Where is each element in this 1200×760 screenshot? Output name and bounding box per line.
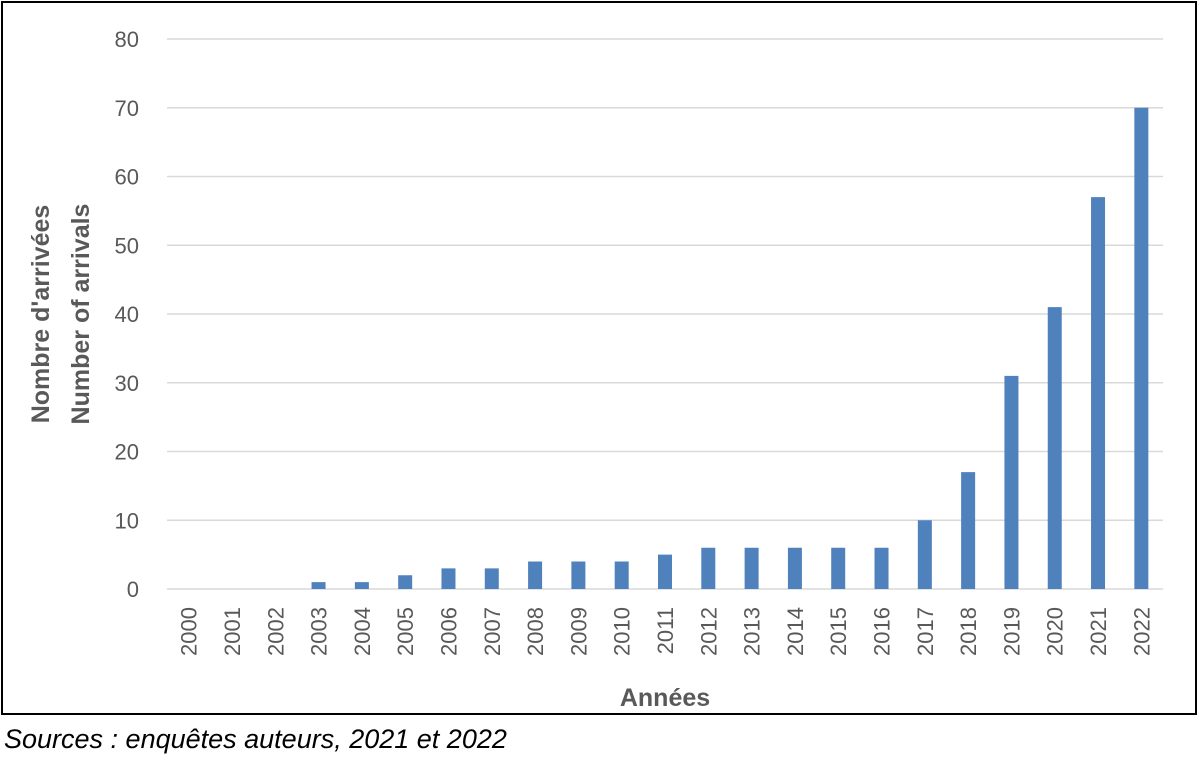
- x-tick-label: 2003: [307, 607, 332, 656]
- bar-2006: [441, 568, 456, 589]
- y-axis-title-line-1: Nombre d'arrivées: [27, 205, 55, 424]
- bar-2022: [1134, 107, 1149, 589]
- bar-2004: [354, 582, 369, 589]
- bar-2003: [311, 582, 326, 589]
- y-tick-label: 30: [115, 371, 139, 396]
- bar-2018: [961, 472, 976, 589]
- y-axis-title-line-2: Number of arrivals: [67, 204, 95, 425]
- bar-2015: [831, 547, 846, 589]
- x-tick-label: 2013: [740, 607, 765, 656]
- x-tick-label: 2022: [1129, 607, 1154, 656]
- x-tick-label: 2011: [653, 607, 678, 654]
- y-tick-label: 10: [115, 508, 139, 533]
- bar-2020: [1047, 307, 1062, 589]
- x-tick-label: 2006: [436, 607, 461, 656]
- x-tick-label: 2012: [696, 607, 721, 656]
- x-tick-label: 2017: [913, 607, 938, 656]
- x-tick-label: 2005: [393, 607, 418, 656]
- x-tick-label: 2010: [610, 607, 635, 656]
- x-tick-labels: 2000 2001 2002 2003 2004 2005 2006 2007 2008 2009…: [177, 607, 1155, 656]
- y-tick-label: 40: [115, 302, 139, 327]
- y-tick-label: 0: [127, 577, 139, 602]
- y-tick-label: 50: [115, 233, 139, 258]
- y-tick-label: 60: [115, 165, 139, 190]
- x-tick-label: 2019: [999, 607, 1024, 656]
- bar-2007: [484, 568, 499, 589]
- bar-2013: [744, 547, 759, 589]
- source-note: Sources : enquêtes auteurs, 2021 et 2022: [4, 724, 507, 754]
- chart-frame: 0 10 20 30 40 50 60 70 80 2000 2001 2002 2003 2004 20…: [1, 1, 1197, 715]
- x-tick-label: 2001: [220, 607, 245, 656]
- bar-2010: [614, 561, 629, 589]
- x-tick-label: 2014: [783, 607, 808, 656]
- gridlines: [167, 38, 1163, 590]
- x-tick-label: 2002: [263, 607, 288, 656]
- x-tick-label: 2008: [523, 607, 548, 656]
- bar-2005: [398, 575, 413, 589]
- bar-2016: [874, 547, 889, 589]
- bar-2009: [571, 561, 586, 589]
- x-tick-label: 2015: [826, 607, 851, 656]
- x-tick-label: 2021: [1086, 607, 1111, 656]
- y-tick-label: 20: [115, 440, 139, 465]
- bar-2011: [658, 554, 672, 589]
- x-tick-label: 2000: [177, 607, 202, 656]
- bar-2019: [1004, 375, 1019, 589]
- y-tick-label: 70: [115, 96, 139, 121]
- bar-2008: [528, 561, 543, 589]
- bar-2014: [787, 547, 802, 589]
- bar-2012: [701, 547, 716, 589]
- x-tick-label: 2004: [350, 607, 375, 656]
- x-tick-label: 2016: [870, 607, 895, 656]
- y-tick-labels: 0 10 20 30 40 50 60 70 80: [115, 27, 139, 602]
- x-tick-label: 2020: [1043, 607, 1068, 656]
- bars: [311, 107, 1149, 589]
- bar-2021: [1091, 197, 1106, 589]
- y-tick-label: 80: [115, 27, 139, 52]
- x-axis-title: Années: [620, 684, 710, 712]
- x-tick-label: 2009: [566, 607, 591, 656]
- x-tick-label: 2007: [480, 607, 505, 656]
- x-tick-label: 2018: [956, 607, 981, 656]
- bar-2017: [917, 520, 932, 589]
